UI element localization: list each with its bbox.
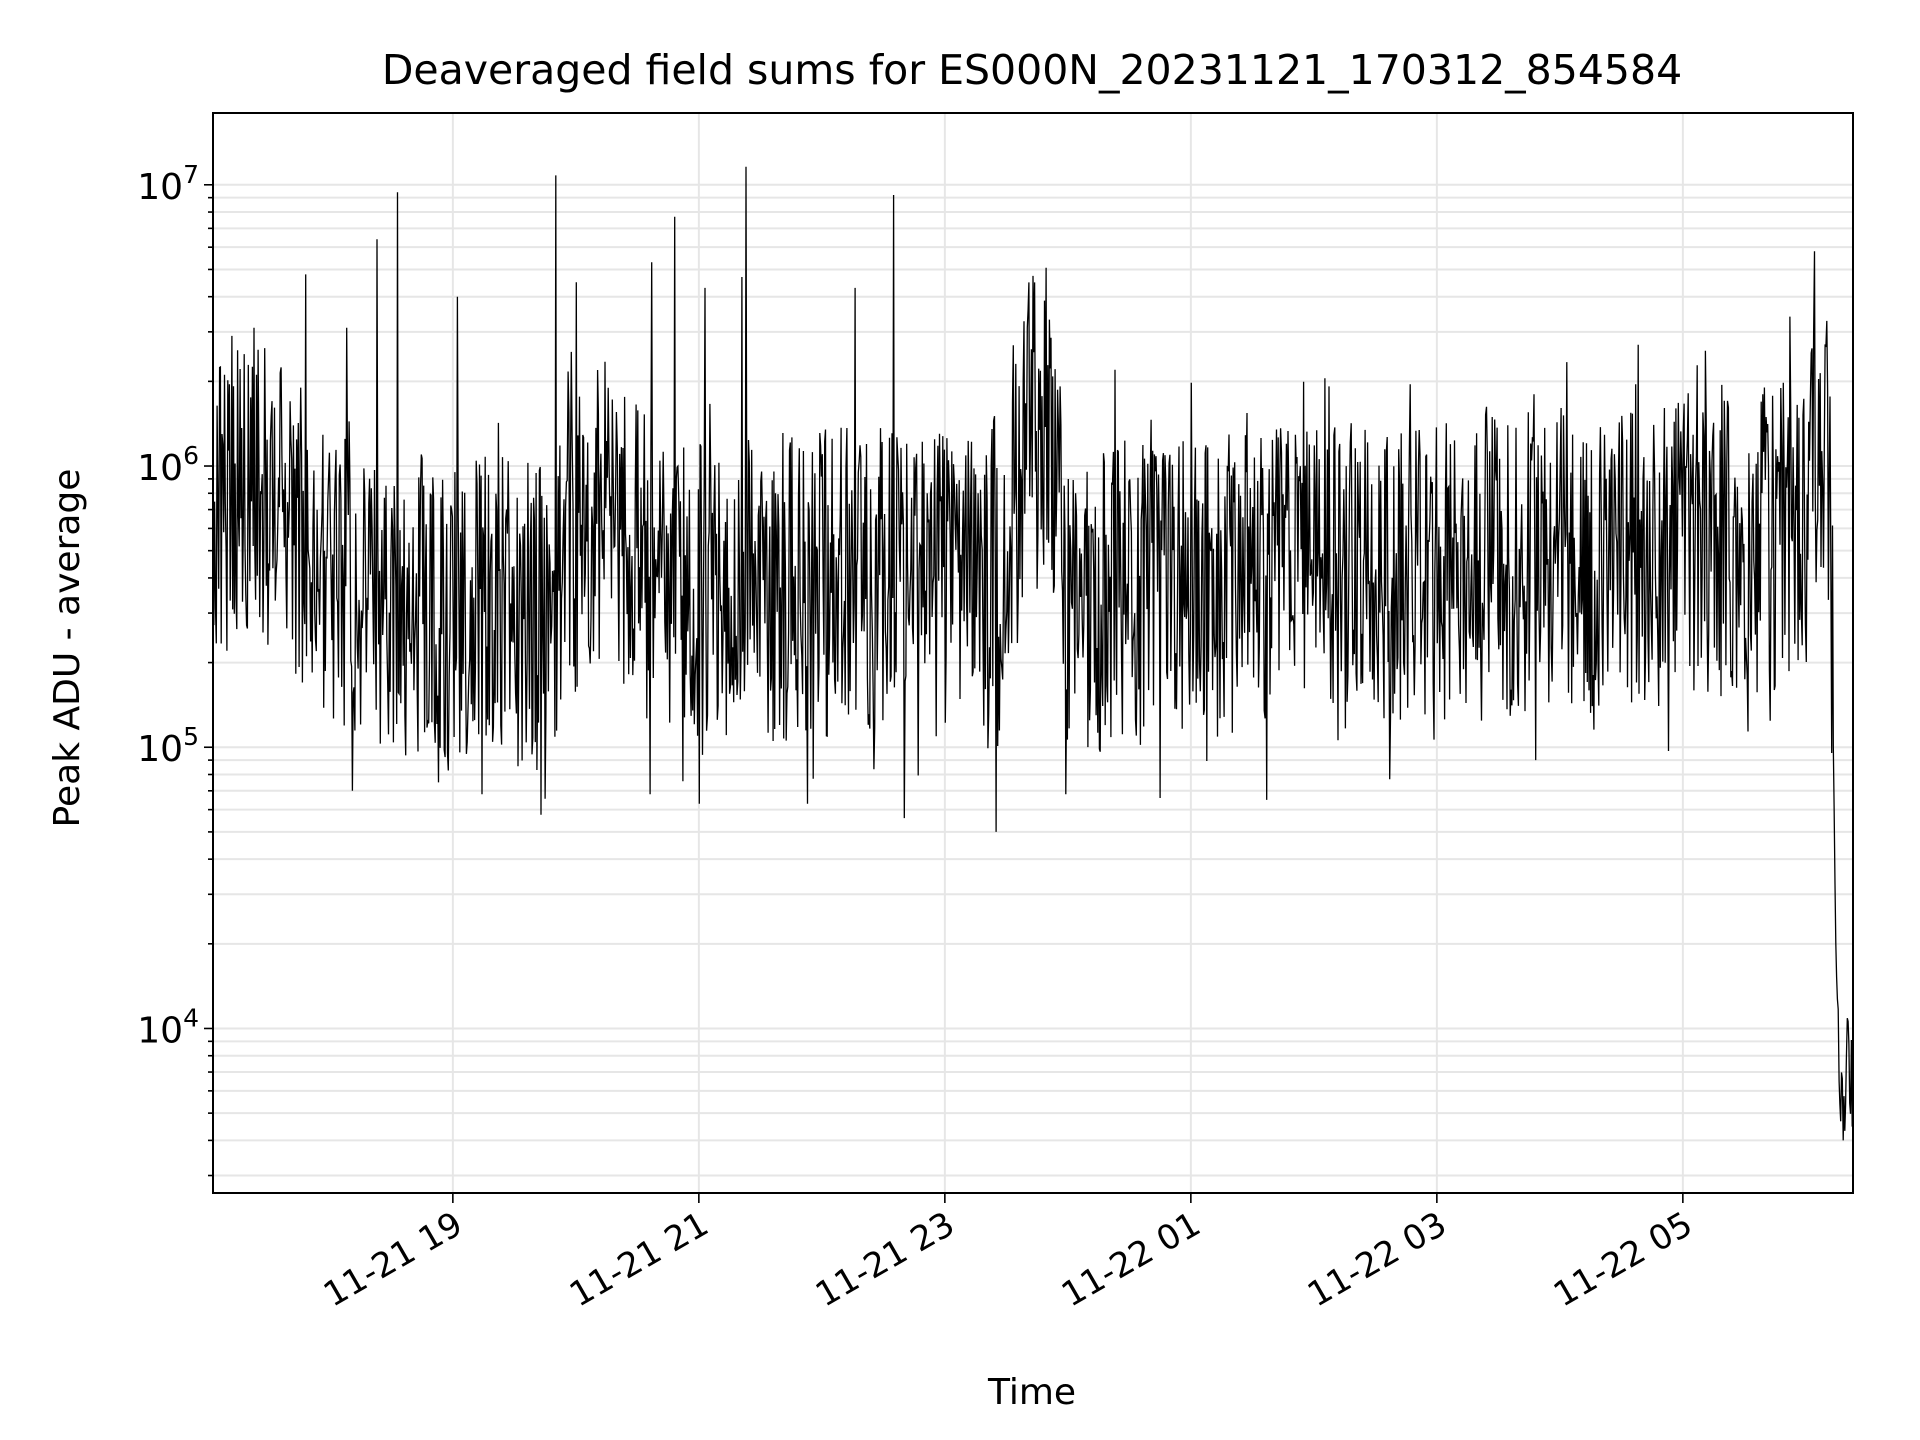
y-tick-label: 107 <box>137 160 199 208</box>
y-tick-label: 104 <box>137 1003 199 1051</box>
y-tick-exponent: 5 <box>183 722 199 751</box>
grid-lines <box>213 113 1853 1193</box>
series-line <box>213 166 1853 1141</box>
y-tick-base: 10 <box>137 448 183 489</box>
series-group <box>213 166 1853 1141</box>
y-tick-label: 106 <box>137 441 199 489</box>
y-tick-label: 105 <box>137 722 199 770</box>
y-tick-exponent: 7 <box>183 160 199 189</box>
y-tick-base: 10 <box>137 1010 183 1051</box>
plot-frame <box>212 112 1854 1194</box>
y-tick-base: 10 <box>137 167 183 208</box>
y-axis-label: Peak ADU - average <box>47 469 88 828</box>
y-tick-exponent: 6 <box>183 441 199 470</box>
x-axis-label: Time <box>987 1372 1076 1413</box>
y-tick-base: 10 <box>137 729 183 770</box>
chart-title: Deaveraged field sums for ES000N_2023112… <box>382 46 1682 94</box>
y-tick-exponent: 4 <box>183 1003 199 1032</box>
